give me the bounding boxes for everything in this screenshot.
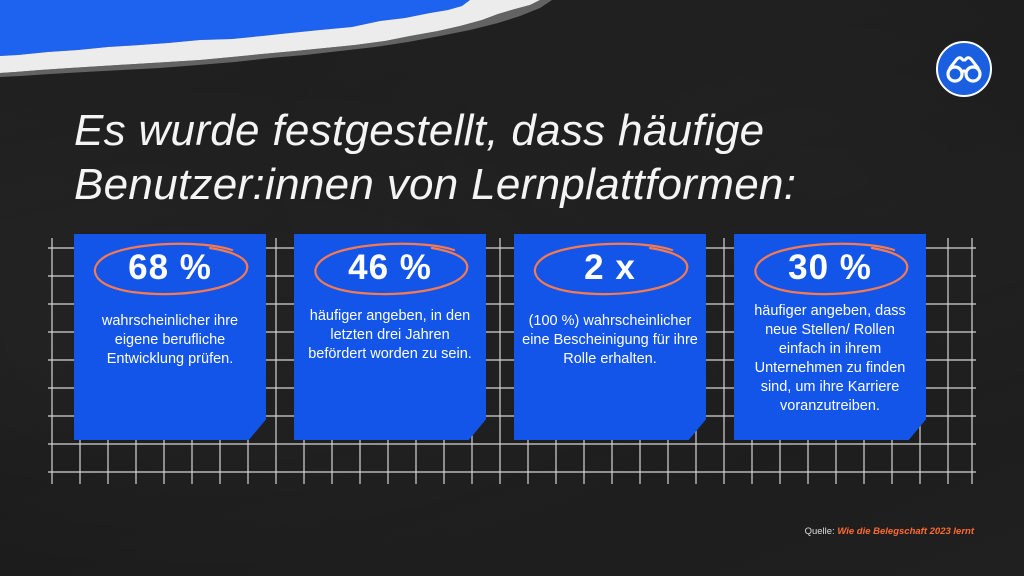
stat-description: häufiger angeben, dass neue Stellen/ Rol… xyxy=(754,303,906,414)
title-line-1: Es wurde festgestellt, dass häufige xyxy=(74,106,765,155)
stat-card-4: 30 % häufiger angeben, dass neue Stellen… xyxy=(734,234,926,440)
torn-paper-header xyxy=(0,0,552,77)
source-note: Quelle: Wie die Belegschaft 2023 lernt xyxy=(805,526,974,537)
page-title: Es wurde festgestellt, dass häufige Benu… xyxy=(74,104,954,212)
source-link[interactable]: Wie die Belegschaft 2023 lernt xyxy=(837,526,974,537)
stat-value: 68 % xyxy=(128,248,212,287)
brand-logo xyxy=(936,41,992,97)
stat-value: 30 % xyxy=(788,248,872,287)
stat-card-2: 46 % häufiger angeben, in den letzten dr… xyxy=(294,234,486,440)
stat-card-1: 68 % wahrscheinlicher ihre eigene berufl… xyxy=(74,234,266,440)
stat-value: 46 % xyxy=(348,248,432,287)
stat-description: häufiger angeben, in den letzten drei Ja… xyxy=(308,308,472,362)
stat-value: 2 x xyxy=(584,248,636,287)
stat-card-3: 2 x (100 %) wahrscheinlicher eine Besche… xyxy=(514,234,706,440)
stat-description: wahrscheinlicher ihre eigene berufliche … xyxy=(101,313,239,367)
stat-description: (100 %) wahrscheinlicher eine Bescheinig… xyxy=(522,313,698,367)
source-label: Quelle: xyxy=(804,526,835,537)
glasses-icon xyxy=(946,56,982,83)
title-line-2: Benutzer:innen von Lernplattformen: xyxy=(74,160,797,209)
